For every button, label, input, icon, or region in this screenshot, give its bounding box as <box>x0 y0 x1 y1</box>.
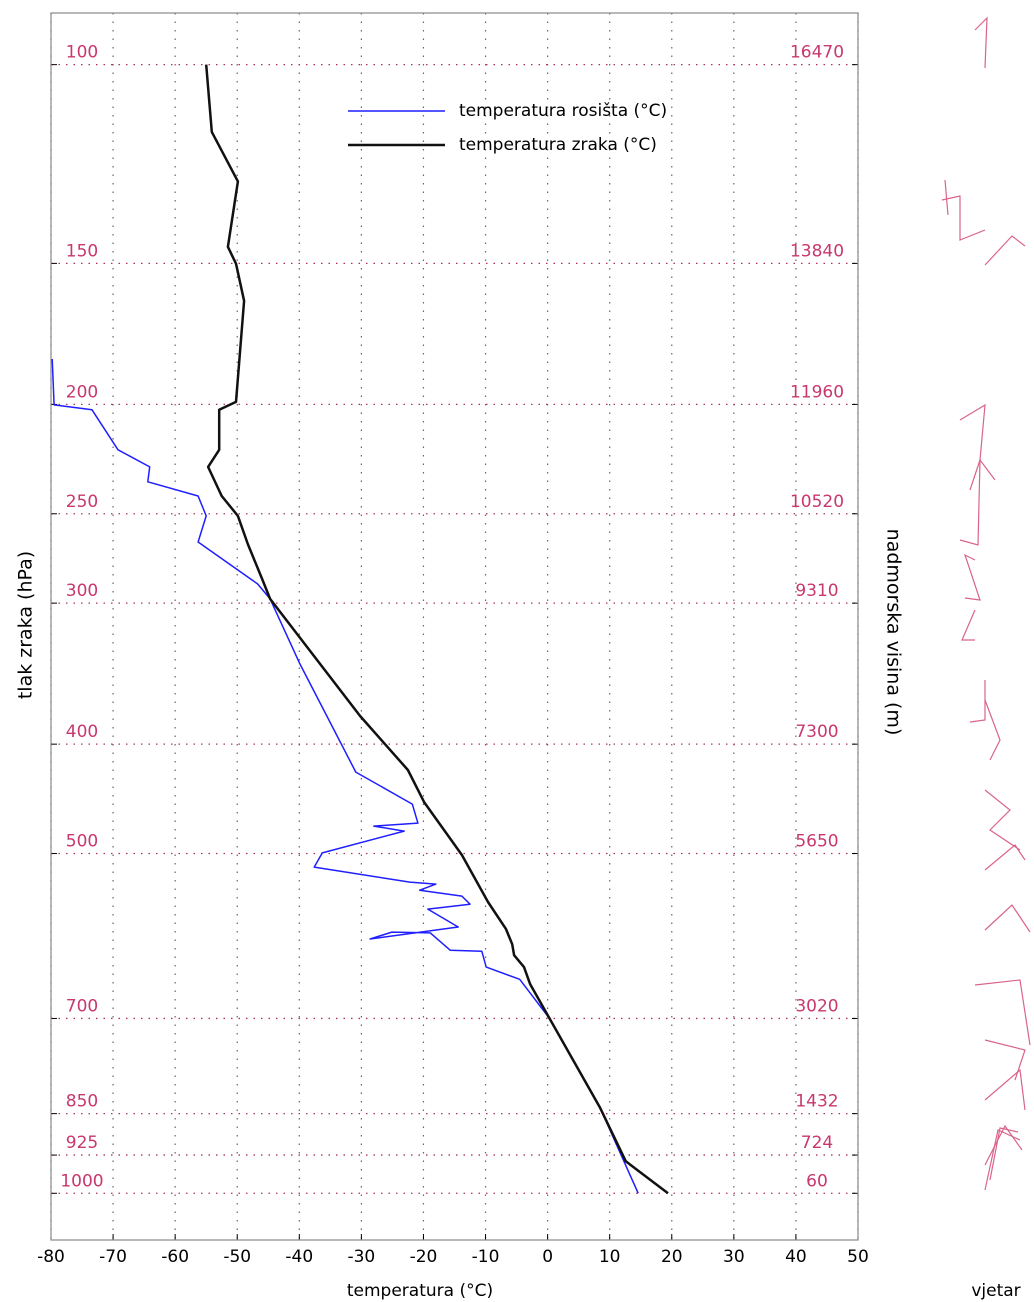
y-tick-label: 700 <box>66 996 98 1016</box>
y-tick-label: 850 <box>66 1092 98 1112</box>
y2-tick-label: 60 <box>806 1171 828 1191</box>
series-line <box>51 358 639 1194</box>
y2-axis-label: nadmorska visina (m) <box>883 529 905 736</box>
y-tick-label: 500 <box>66 832 98 852</box>
wind-label: vjetar <box>971 1281 1020 1301</box>
y2-tick-label: 9310 <box>795 581 838 601</box>
y-axis-label: tlak zraka (hPa) <box>15 551 37 699</box>
y2-tick-label: 13840 <box>790 241 844 261</box>
legend-label: temperatura zraka (°C) <box>459 135 657 155</box>
x-tick-label: -40 <box>285 1247 313 1267</box>
series-line <box>204 64 669 1195</box>
x-tick-label: 0 <box>542 1247 553 1267</box>
x-tick-label: -20 <box>410 1247 438 1267</box>
y2-tick-label: 16470 <box>790 43 844 63</box>
y-tick-label: 250 <box>66 492 98 512</box>
y2-tick-label: 724 <box>801 1133 833 1153</box>
x-tick-label: -30 <box>347 1247 375 1267</box>
plot-frame <box>50 12 859 1241</box>
y-tick-label: 400 <box>66 722 98 742</box>
x-tick-label: 20 <box>661 1247 683 1267</box>
y-tick-label: 150 <box>66 241 98 261</box>
y-tick-label: 100 <box>66 43 98 63</box>
x-tick-label: -80 <box>37 1247 65 1267</box>
x-tick-label: 50 <box>847 1247 869 1267</box>
y-tick-label: 200 <box>66 382 98 402</box>
x-tick-label: 10 <box>599 1247 621 1267</box>
y-tick-label: 300 <box>66 581 98 601</box>
x-tick-label: 30 <box>723 1247 745 1267</box>
x-tick-label: -10 <box>472 1247 500 1267</box>
legend-label: temperatura rosišta (°C) <box>459 101 667 121</box>
x-tick-label: -50 <box>223 1247 251 1267</box>
y2-tick-label: 10520 <box>790 492 844 512</box>
x-tick-label: 40 <box>785 1247 807 1267</box>
y2-tick-label: 1432 <box>795 1092 838 1112</box>
y-tick-label: 925 <box>66 1133 98 1153</box>
y2-tick-label: 5650 <box>795 832 838 852</box>
y-tick-label: 1000 <box>60 1171 103 1191</box>
x-tick-label: -60 <box>161 1247 189 1267</box>
wind-barbs <box>941 16 1031 1191</box>
y2-tick-label: 3020 <box>795 996 838 1016</box>
x-axis-label: temperatura (°C) <box>347 1281 493 1301</box>
y2-tick-label: 7300 <box>795 722 838 742</box>
y2-tick-label: 11960 <box>790 382 844 402</box>
x-tick-label: -70 <box>99 1247 127 1267</box>
